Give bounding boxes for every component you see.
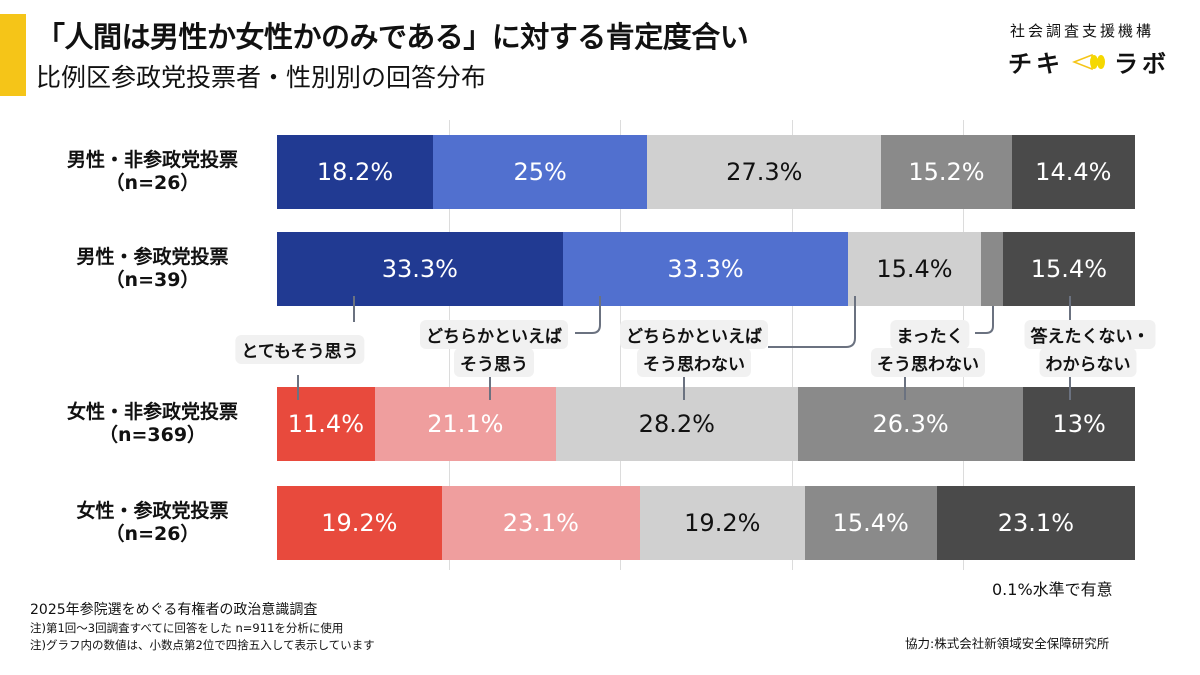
- data-label: 15.4%: [1030, 255, 1108, 283]
- chart-title: 「人間は男性か女性かのみである」に対する肯定度合い: [36, 20, 749, 54]
- row-label: 男性・参政党投票 （n=39）: [40, 246, 265, 292]
- note-1: 注)第1回〜3回調査すべてに回答をした n=911を分析に使用: [30, 621, 344, 635]
- bar-segment: 33.3%: [277, 232, 563, 306]
- legend-callout: そう思わない: [871, 348, 985, 377]
- legend-callout: そう思う: [454, 348, 534, 377]
- bar-segment: 23.1%: [441, 486, 640, 560]
- bar-segment: 15.4%: [1002, 232, 1135, 306]
- title-accent-bar: [0, 14, 26, 96]
- data-label: 19.2%: [684, 509, 761, 537]
- connector-line: [768, 296, 856, 348]
- legend-callout: わからない: [1039, 348, 1137, 377]
- row-label-line: （n=26）: [105, 523, 200, 545]
- megaphone-icon: [1072, 53, 1105, 70]
- logo: チキ ラボ: [1008, 44, 1170, 79]
- bar-segment: 19.2%: [639, 486, 805, 560]
- data-label: 28.2%: [638, 410, 715, 438]
- legend-callout: まったく: [890, 320, 970, 349]
- bar-segment: 25%: [433, 135, 648, 209]
- bar-segment: 11.4%: [277, 387, 375, 461]
- row-label-line: （n=39）: [105, 269, 200, 291]
- bar-segment: 15.4%: [848, 232, 981, 306]
- data-label: 14.4%: [1035, 158, 1112, 186]
- row-label: 女性・非参政党投票 （n=369）: [40, 401, 265, 447]
- data-label: 15.2%: [908, 158, 985, 186]
- bar-segment: 23.1%: [936, 486, 1135, 560]
- data-label: 23.1%: [997, 509, 1074, 537]
- bar-segment: 13%: [1023, 387, 1135, 461]
- legend-callout: そう思わない: [637, 348, 751, 377]
- row-label-line: 女性・参政党投票: [76, 500, 229, 522]
- bar-segment: 26.3%: [797, 387, 1024, 461]
- data-label: 19.2%: [321, 509, 398, 537]
- stacked-bar: 19.2% 23.1% 19.2% 15.4% 23.1%: [277, 486, 1135, 560]
- bar-segment: 33.3%: [562, 232, 849, 306]
- logo-name-right: ラボ: [1114, 50, 1170, 78]
- row-label-line: 男性・非参政党投票: [66, 149, 238, 171]
- data-label: 33.3%: [667, 255, 744, 283]
- data-label: 18.2%: [316, 158, 394, 186]
- connector-line: [975, 306, 994, 334]
- row-label-line: 女性・非参政党投票: [66, 401, 238, 423]
- bar-segment: [980, 232, 1003, 306]
- logo-name-left: チキ: [1008, 50, 1064, 78]
- data-label: 23.1%: [502, 509, 579, 537]
- row-label: 男性・非参政党投票 （n=26）: [40, 149, 265, 195]
- row-label-line: （n=369）: [98, 424, 207, 446]
- bar-segment: 15.4%: [804, 486, 937, 560]
- row-label-line: 男性・参政党投票: [76, 246, 229, 268]
- bar-segment: 14.4%: [1011, 135, 1136, 209]
- source-text: 2025年参院選をめぐる有権者の政治意識調査: [30, 602, 318, 618]
- data-label: 21.1%: [427, 410, 504, 438]
- connector-line: [575, 296, 601, 334]
- bar-segment: 27.3%: [647, 135, 882, 209]
- bar-segment: 15.2%: [881, 135, 1012, 209]
- stacked-bar: 11.4% 21.1% 28.2% 26.3% 13%: [277, 387, 1135, 461]
- data-label: 25%: [513, 158, 567, 186]
- legend-callout: とてもそう思う: [235, 335, 365, 364]
- legend-callout: どちらかといえば: [420, 320, 568, 349]
- bar-segment: 19.2%: [277, 486, 442, 560]
- cooperation-credit: 協力:株式会社新領域安全保障研究所: [905, 636, 1110, 651]
- logo-org: 社会調査支援機構: [1010, 22, 1155, 40]
- bar-segment: 18.2%: [277, 135, 433, 209]
- row-label-line: （n=26）: [105, 172, 200, 194]
- significance-note: 0.1%水準で有意: [992, 580, 1113, 599]
- data-label: 26.3%: [872, 410, 949, 438]
- note-2: 注)グラフ内の数値は、小数点第2位で四捨五入して表示しています: [30, 638, 375, 652]
- data-label: 11.4%: [287, 410, 365, 438]
- bar-segment: 21.1%: [374, 387, 556, 461]
- row-label: 女性・参政党投票 （n=26）: [40, 500, 265, 546]
- data-label: 13%: [1052, 410, 1106, 438]
- data-label: 33.3%: [381, 255, 458, 283]
- data-label: 15.4%: [832, 509, 909, 537]
- legend-callout: どちらかといえば: [620, 320, 768, 349]
- bar-segment: 28.2%: [555, 387, 798, 461]
- stacked-bar: 33.3% 33.3% 15.4% 15.4%: [277, 232, 1135, 306]
- stacked-bar: 18.2% 25% 27.3% 15.2% 14.4%: [277, 135, 1136, 209]
- data-label: 27.3%: [726, 158, 803, 186]
- data-label: 15.4%: [876, 255, 953, 283]
- gridline: [791, 120, 793, 570]
- chart-subtitle: 比例区参政党投票者・性別別の回答分布: [36, 63, 487, 92]
- legend-callout: 答えたくない・: [1024, 320, 1156, 349]
